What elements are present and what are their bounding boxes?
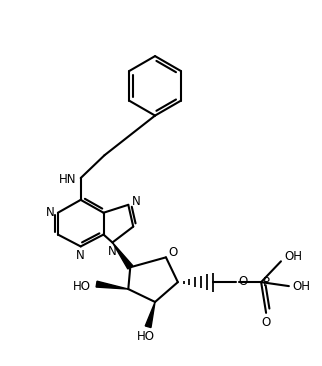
- Text: OH: OH: [285, 250, 303, 263]
- Polygon shape: [96, 281, 128, 289]
- Text: HO: HO: [137, 330, 155, 343]
- Polygon shape: [145, 302, 155, 328]
- Polygon shape: [112, 243, 133, 269]
- Text: O: O: [239, 274, 248, 288]
- Text: N: N: [108, 245, 117, 258]
- Text: N: N: [76, 249, 85, 262]
- Text: O: O: [261, 316, 271, 329]
- Text: OH: OH: [293, 280, 311, 292]
- Text: N: N: [132, 195, 141, 208]
- Text: P: P: [262, 276, 270, 289]
- Text: HO: HO: [73, 280, 91, 292]
- Text: N: N: [46, 206, 54, 219]
- Text: HN: HN: [59, 172, 77, 186]
- Text: O: O: [168, 246, 177, 259]
